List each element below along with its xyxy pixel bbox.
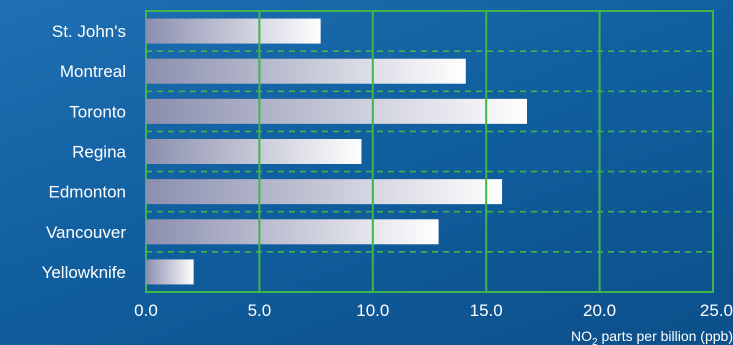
category-label: Toronto bbox=[69, 102, 126, 121]
bar bbox=[146, 18, 321, 44]
bar bbox=[146, 219, 439, 245]
bar bbox=[146, 58, 466, 84]
x-tick-label: 10.0 bbox=[356, 301, 389, 320]
x-tick-label: 0.0 bbox=[134, 301, 158, 320]
category-label: Edmonton bbox=[49, 183, 127, 202]
category-label: Yellowknife bbox=[42, 263, 126, 282]
category-labels: St. John's Montreal Toronto Regina Edmonton V… bbox=[42, 22, 127, 282]
x-axis-title: NO2 parts per billion (ppb) bbox=[571, 328, 733, 345]
x-tick-label: 5.0 bbox=[248, 301, 272, 320]
bars bbox=[146, 11, 601, 292]
bar bbox=[146, 179, 503, 205]
bar bbox=[146, 139, 362, 164]
x-tick-label: 20.0 bbox=[583, 301, 616, 320]
x-tick-label: 15.0 bbox=[470, 301, 503, 320]
category-label: Vancouver bbox=[46, 223, 126, 242]
category-label: St. John's bbox=[52, 22, 126, 41]
bar bbox=[146, 98, 528, 124]
bar bbox=[146, 259, 194, 285]
category-label: Regina bbox=[72, 143, 126, 162]
x-tick-labels: 0.0 5.0 10.0 15.0 20.0 25.0 bbox=[134, 301, 733, 320]
category-label: Montreal bbox=[60, 62, 126, 81]
x-tick-label: 25.0 bbox=[700, 301, 733, 320]
